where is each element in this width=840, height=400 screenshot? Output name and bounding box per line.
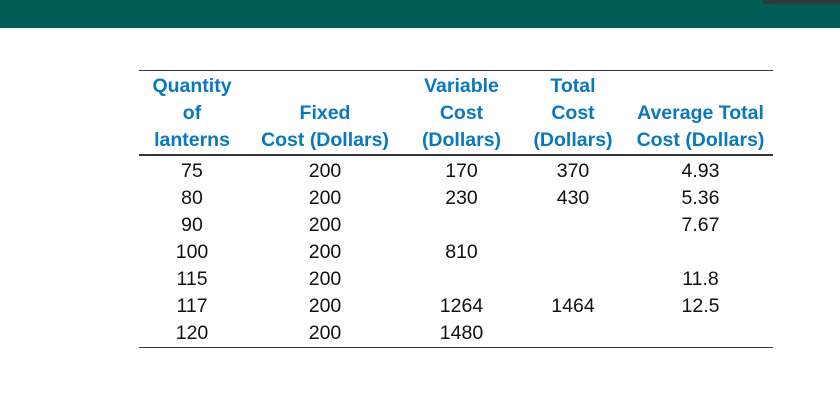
header-line: of xyxy=(182,102,202,124)
cell-total-cost: 1464 xyxy=(551,295,595,317)
cell-quantity: 100 xyxy=(175,241,209,263)
column-header-total-cost: Total Cost (Dollars) xyxy=(518,70,628,156)
table-row: 115 200 11.8 xyxy=(139,266,773,293)
cell-variable-cost: 1264 xyxy=(439,295,484,317)
cell-quantity: 80 xyxy=(181,187,203,209)
table-row: 80 200 230 430 5.36 xyxy=(139,185,773,212)
cell-fixed-cost: 200 xyxy=(308,295,342,317)
cell-fixed-cost: 200 xyxy=(308,268,342,290)
header-line: (Dollars) xyxy=(533,129,613,151)
header-line: Cost xyxy=(439,102,484,124)
header-line: Variable xyxy=(424,75,499,97)
cell-average-total-cost: 4.93 xyxy=(681,160,720,182)
cell-variable-cost xyxy=(405,212,518,239)
header-line: lanterns xyxy=(154,129,230,151)
header-line xyxy=(245,73,405,100)
header-line: Fixed xyxy=(299,102,351,124)
table-row: 120 200 1480 xyxy=(139,320,773,348)
cell-average-total-cost: 12.5 xyxy=(681,295,720,317)
cost-table: Quantity of lanterns Fixed Cost (Dollars… xyxy=(139,70,773,348)
cell-total-cost xyxy=(518,212,628,239)
cell-variable-cost xyxy=(405,266,518,293)
cell-quantity: 117 xyxy=(176,295,208,317)
table-row: 117 200 1264 1464 12.5 xyxy=(139,293,773,320)
cell-total-cost: 370 xyxy=(556,160,590,182)
cell-quantity: 75 xyxy=(181,160,203,182)
header-line: Average Total xyxy=(637,102,764,124)
header-line: Total xyxy=(550,75,596,97)
header-line xyxy=(628,73,773,100)
table-row: 100 200 810 xyxy=(139,239,773,266)
cell-variable-cost: 230 xyxy=(445,187,478,209)
header-line: Cost (Dollars) xyxy=(261,129,389,151)
cell-variable-cost: 1480 xyxy=(405,320,518,348)
cell-fixed-cost: 200 xyxy=(308,214,342,236)
cell-total-cost: 430 xyxy=(556,187,590,209)
top-header-bar xyxy=(0,0,840,28)
column-header-quantity: Quantity of lanterns xyxy=(139,70,245,156)
cell-total-cost xyxy=(518,266,628,293)
column-header-average-total-cost: Average Total Cost (Dollars) xyxy=(628,70,773,156)
cell-average-total-cost: 5.36 xyxy=(681,187,720,209)
table-row: 90 200 7.67 xyxy=(139,212,773,239)
column-header-fixed-cost: Fixed Cost (Dollars) xyxy=(245,70,405,156)
cell-total-cost xyxy=(518,239,628,266)
cell-fixed-cost: 200 xyxy=(308,160,342,182)
column-header-variable-cost: Variable Cost (Dollars) xyxy=(405,70,518,156)
cell-total-cost xyxy=(518,320,628,348)
cell-average-total-cost xyxy=(628,239,773,266)
table-header-row: Quantity of lanterns Fixed Cost (Dollars… xyxy=(139,70,773,156)
cell-average-total-cost xyxy=(628,320,773,348)
cell-average-total-cost: 7.67 xyxy=(681,214,720,236)
cell-quantity: 115 xyxy=(176,268,208,290)
cell-fixed-cost: 200 xyxy=(308,187,342,209)
cell-quantity: 90 xyxy=(181,214,203,236)
cell-fixed-cost: 200 xyxy=(245,320,405,348)
header-line: Cost (Dollars) xyxy=(636,129,765,151)
header-line: Cost xyxy=(551,102,595,124)
cell-quantity: 120 xyxy=(139,320,245,348)
table-row: 75 200 170 370 4.93 xyxy=(139,155,773,185)
header-line: (Dollars) xyxy=(421,129,502,151)
cell-average-total-cost: 11.8 xyxy=(682,268,719,290)
header-line: Quantity xyxy=(152,75,232,97)
cell-variable-cost: 170 xyxy=(445,160,478,182)
header-corner-accent xyxy=(762,0,840,4)
table-body: 75 200 170 370 4.93 80 200 230 430 5.36 90 200 7.67 1… xyxy=(139,155,773,348)
cell-fixed-cost: 200 xyxy=(308,241,342,263)
cell-variable-cost: 810 xyxy=(445,241,478,263)
